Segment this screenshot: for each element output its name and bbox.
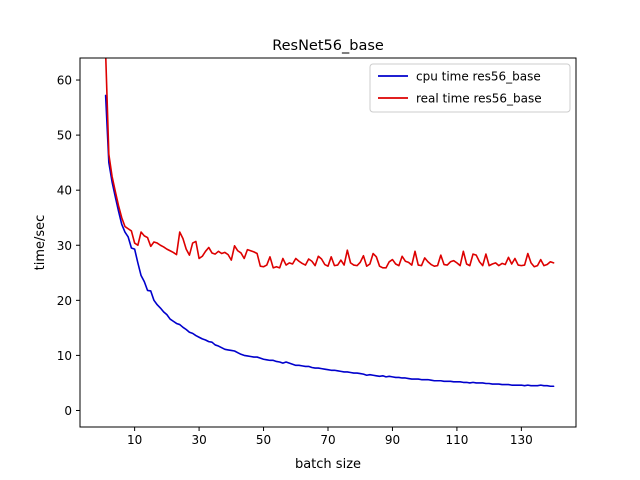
x-tick-label: 50 xyxy=(256,433,271,447)
y-tick-label: 10 xyxy=(57,349,72,363)
legend-box xyxy=(369,63,571,113)
legend-label-0: cpu time res56_base xyxy=(416,70,541,84)
x-tick-label: 130 xyxy=(510,433,533,447)
y-axis: 0 10 20 30 40 50 60 xyxy=(57,74,80,418)
series-line-1 xyxy=(104,58,555,269)
y-tick-label: 50 xyxy=(57,129,72,143)
plot-lines xyxy=(104,58,555,388)
x-tick-label: 90 xyxy=(385,433,400,447)
y-tick-label: 60 xyxy=(57,74,72,88)
y-axis-label: time/sec xyxy=(33,215,48,271)
series-line-0 xyxy=(104,94,555,388)
y-tick-label: 40 xyxy=(57,184,72,198)
legend-label-1: real time res56_base xyxy=(416,92,542,106)
x-axis-label: batch size xyxy=(295,457,361,472)
x-tick-label: 10 xyxy=(127,433,142,447)
x-tick-label: 30 xyxy=(191,433,206,447)
y-tick-label: 20 xyxy=(57,294,72,308)
y-tick-label: 0 xyxy=(64,404,72,418)
chart-title: ResNet56_base xyxy=(272,38,384,54)
x-tick-label: 70 xyxy=(320,433,335,447)
y-tick-label: 30 xyxy=(57,239,72,253)
x-axis: 10 30 50 70 90 110 130 xyxy=(127,427,533,447)
x-tick-label: 110 xyxy=(445,433,468,447)
